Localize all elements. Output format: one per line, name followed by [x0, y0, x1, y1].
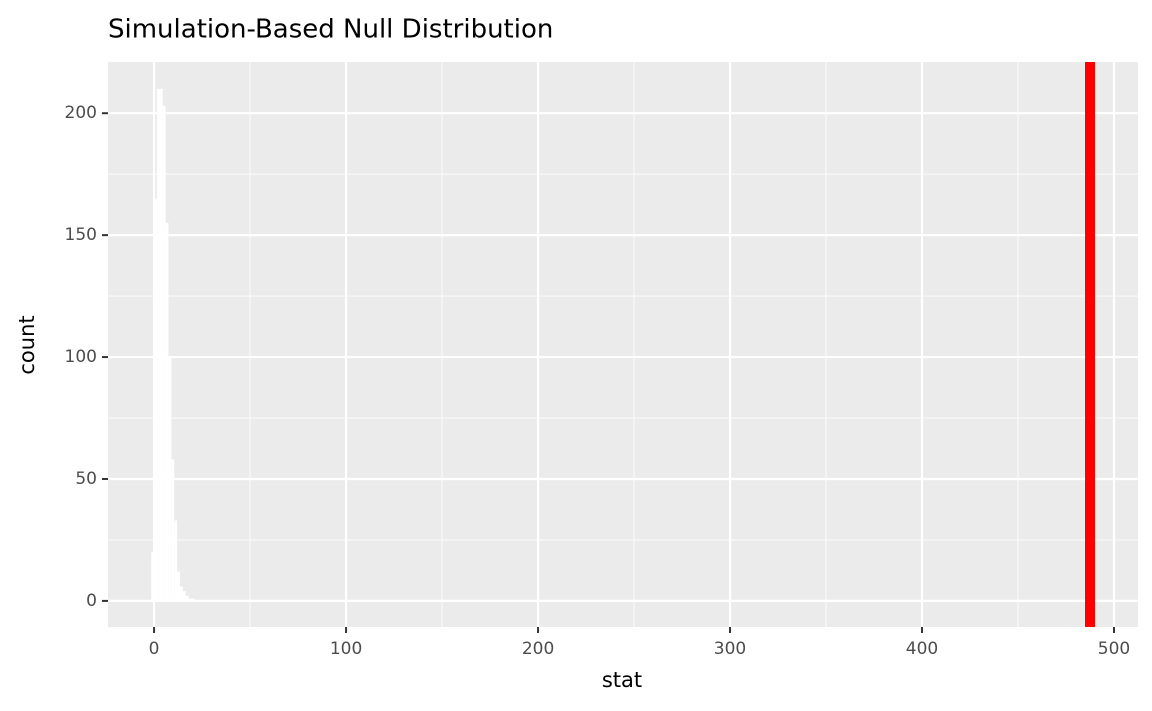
y-tick-label: 150: [65, 225, 97, 245]
histogram-bar: [162, 105, 166, 601]
y-tick-label: 100: [65, 347, 97, 367]
histogram-bar: [191, 598, 195, 601]
histogram-bar: [159, 88, 163, 601]
histogram-bar: [179, 586, 183, 601]
y-tick-label: 200: [65, 103, 97, 123]
histogram-bar: [156, 88, 160, 601]
histogram-bar: [151, 552, 155, 601]
histogram-bar: [177, 571, 180, 601]
panel-background: [108, 62, 1138, 627]
x-tick-label: 500: [1098, 639, 1130, 659]
histogram-bar: [165, 222, 169, 601]
histogram-bar: [174, 520, 178, 601]
x-tick-label: 100: [330, 639, 362, 659]
histogram-bar: [188, 598, 192, 601]
histogram-bar: [185, 596, 189, 601]
y-tick-label: 50: [75, 469, 97, 489]
chart-title: Simulation-Based Null Distribution: [108, 15, 553, 45]
y-axis-label: count: [15, 315, 39, 374]
histogram-bar: [182, 591, 186, 601]
x-tick-label: 300: [714, 639, 746, 659]
x-axis-label: stat: [602, 668, 642, 692]
x-tick-label: 0: [149, 639, 160, 659]
x-tick-label: 400: [906, 639, 938, 659]
histogram-bar: [171, 459, 175, 601]
x-tick-label: 200: [522, 639, 554, 659]
y-tick-label: 0: [86, 591, 97, 611]
histogram-bar: [154, 198, 157, 601]
histogram-bar: [168, 357, 172, 601]
